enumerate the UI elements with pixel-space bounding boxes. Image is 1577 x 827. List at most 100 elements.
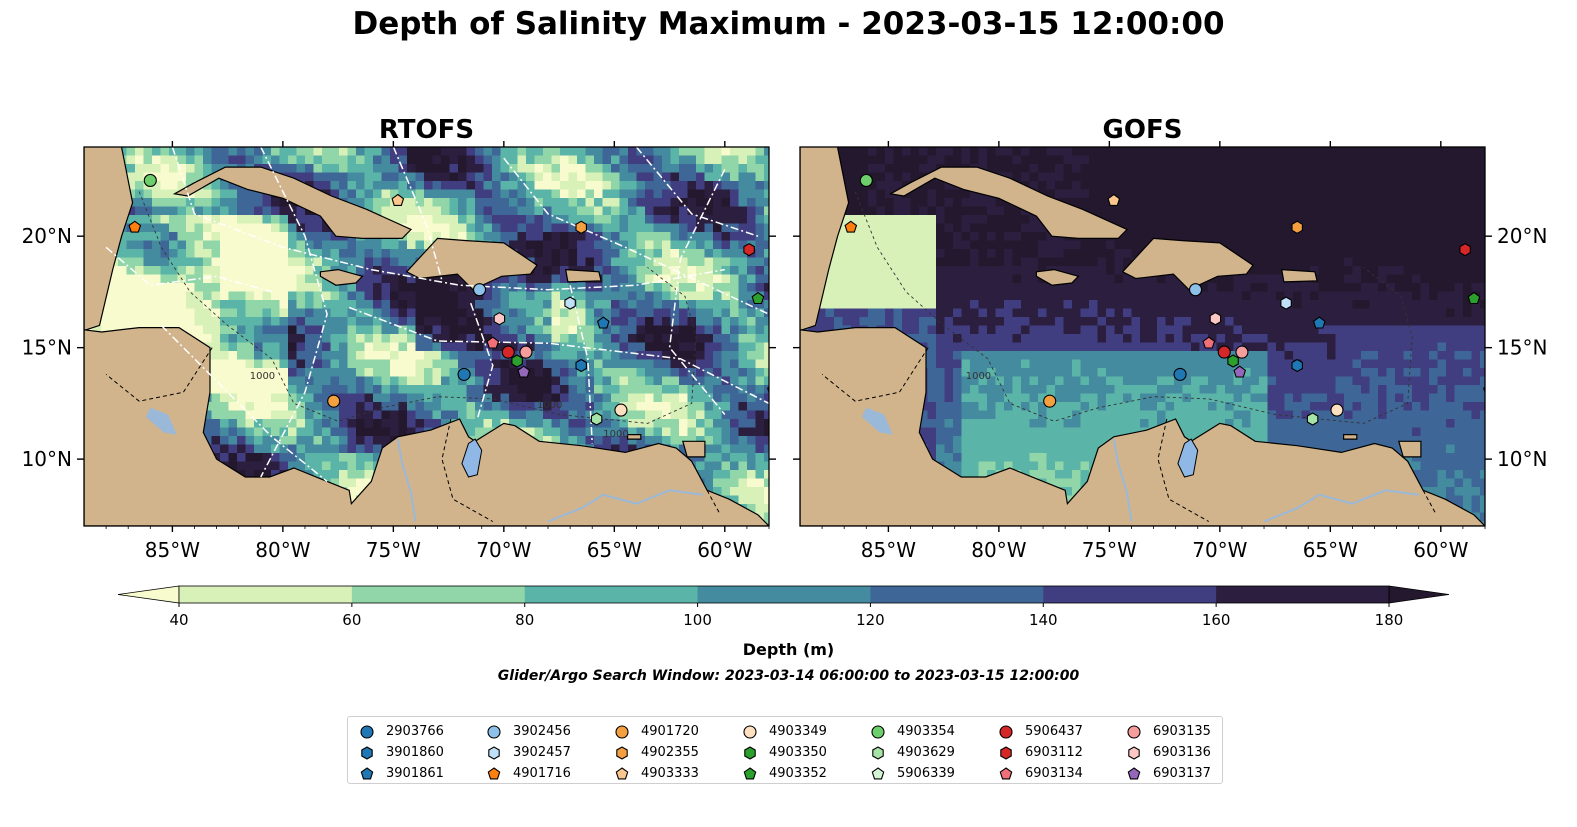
country-border (706, 490, 721, 516)
rtofs-map-panel: 1000 1000 1000 RTOFS 85°W 80°W 75°W 70°W 65°W 60°… (22, 115, 776, 562)
legend-label: 5906339 (897, 766, 955, 781)
legend-marker (361, 745, 373, 760)
magdalena-river (396, 438, 417, 522)
legend-label: 6903134 (1025, 766, 1083, 781)
legend-marker (1127, 724, 1141, 739)
colorbar-tick-label: 40 (169, 611, 188, 629)
glider-track (569, 285, 593, 444)
float-marker-6903134 (486, 336, 500, 349)
maps-svg: 1000 1000 1000 RTOFS 85°W 80°W 75°W 70°W 65°W 60°… (22, 115, 1548, 629)
legend-marker-hexagon (1000, 745, 1012, 760)
x-tick-label: 65°W (1303, 538, 1358, 562)
colorbar-extend-low (117, 585, 180, 604)
float-marker-4903629 (1306, 412, 1319, 426)
float-marker-4903349 (1330, 403, 1344, 417)
legend-label: 3902456 (513, 724, 571, 739)
puertorico-land (1280, 268, 1318, 283)
legend-entry: 3902456 (485, 721, 571, 742)
legend-marker-hexagon (872, 745, 884, 760)
legend-marker-pentagon (615, 766, 629, 779)
colorbar-segment (524, 586, 699, 603)
legend-entry: 3902457 (485, 742, 571, 763)
legend-label: 4903629 (897, 745, 955, 760)
x-tick-label: 85°W (861, 538, 916, 562)
trinidad-land (1398, 440, 1422, 458)
legend-column: 3902456 3902457 4901716 (485, 721, 571, 784)
legend-entry: 5906437 (997, 721, 1083, 742)
legend-entry: 2903766 (358, 721, 444, 742)
bathymetry-contour (138, 191, 697, 424)
x-tick-label: 80°W (971, 538, 1026, 562)
float-marker-4903333 (391, 193, 405, 206)
legend-label: 4903352 (769, 766, 827, 781)
float-marker-4903629 (590, 412, 603, 426)
country-border (441, 418, 494, 522)
legend-marker-hexagon (616, 745, 628, 760)
float-marker-6903137 (517, 365, 531, 378)
colorbar-segment (697, 586, 871, 603)
contour-label: 1000 (537, 400, 562, 411)
legend-marker-hexagon (361, 745, 373, 760)
map-frame (799, 146, 1486, 527)
legend-entry: 3901860 (358, 742, 444, 763)
float-marker-4901720 (1043, 394, 1057, 408)
y-tick-label: 10°N (22, 447, 72, 471)
legend-entry: 4903352 (741, 763, 827, 784)
legend-marker-pentagon (487, 766, 501, 779)
legend-column: 4901720 4902355 4903333 (613, 721, 699, 784)
float-marker-6903136 (1209, 312, 1222, 326)
glider-track (160, 324, 328, 482)
colorbar-tick-label: 140 (1029, 611, 1058, 629)
hispaniola-land (1121, 237, 1254, 291)
legend-marker (615, 724, 629, 739)
glider-track (260, 147, 328, 478)
legend-marker-circle (1127, 724, 1141, 739)
hispaniola-land (405, 237, 538, 291)
colorbar-frame (178, 585, 1390, 604)
legend-label: 4901720 (641, 724, 699, 739)
legend-column: 2903766 3901860 3901861 (358, 721, 444, 784)
float-marker-2903766 (457, 367, 471, 381)
legend-column: 6903135 6903136 6903137 (1125, 721, 1211, 784)
legend-marker-hexagon (744, 745, 756, 760)
legend-marker-pentagon (743, 766, 757, 779)
lake-maracaibo (1177, 438, 1199, 478)
legend-label: 6903137 (1153, 766, 1211, 781)
colorbar-tick-label: 60 (342, 611, 361, 629)
float-marker-6903135 (1235, 345, 1249, 359)
puertorico-land (564, 268, 602, 283)
colorbar-segment (351, 586, 526, 603)
float-marker-3902456 (472, 283, 487, 297)
legend-label: 3902457 (513, 745, 571, 760)
colorbar-tick-label: 180 (1375, 611, 1404, 629)
cuba-land (172, 166, 413, 239)
legend-entry: 6903137 (1125, 763, 1211, 784)
legend-entry: 4903349 (741, 721, 827, 742)
float-marker-4903354 (143, 173, 157, 187)
legend-label: 4903350 (769, 745, 827, 760)
x-tick-label: 60°W (1413, 538, 1468, 562)
y-tick-label: 15°N (1497, 336, 1547, 360)
legend-label: 6903136 (1153, 745, 1211, 760)
legend-marker (1128, 745, 1140, 760)
colorbar-segment (179, 586, 353, 603)
float-legend: 2903766 3901860 3901861 3902456 3902457 49017… (347, 716, 1223, 784)
legend-marker (616, 745, 628, 760)
float-marker-6903134 (1202, 336, 1216, 349)
glider-track (635, 147, 759, 237)
glider-track (469, 302, 494, 420)
lake-nicaragua (861, 407, 893, 435)
legend-marker (488, 745, 500, 760)
panel-title: RTOFS (379, 115, 474, 145)
float-marker-3901860 (575, 358, 587, 373)
x-tick-label: 60°W (697, 538, 752, 562)
legend-entry: 4903629 (869, 742, 955, 763)
float-marker-4903349 (614, 403, 628, 417)
legend-entry: 4901716 (485, 763, 571, 784)
legend-label: 5906437 (1025, 724, 1083, 739)
float-marker-3902456 (1188, 283, 1203, 297)
legend-label: 2903766 (386, 724, 444, 739)
legend-marker (871, 766, 885, 779)
trinidad-land (682, 440, 706, 458)
